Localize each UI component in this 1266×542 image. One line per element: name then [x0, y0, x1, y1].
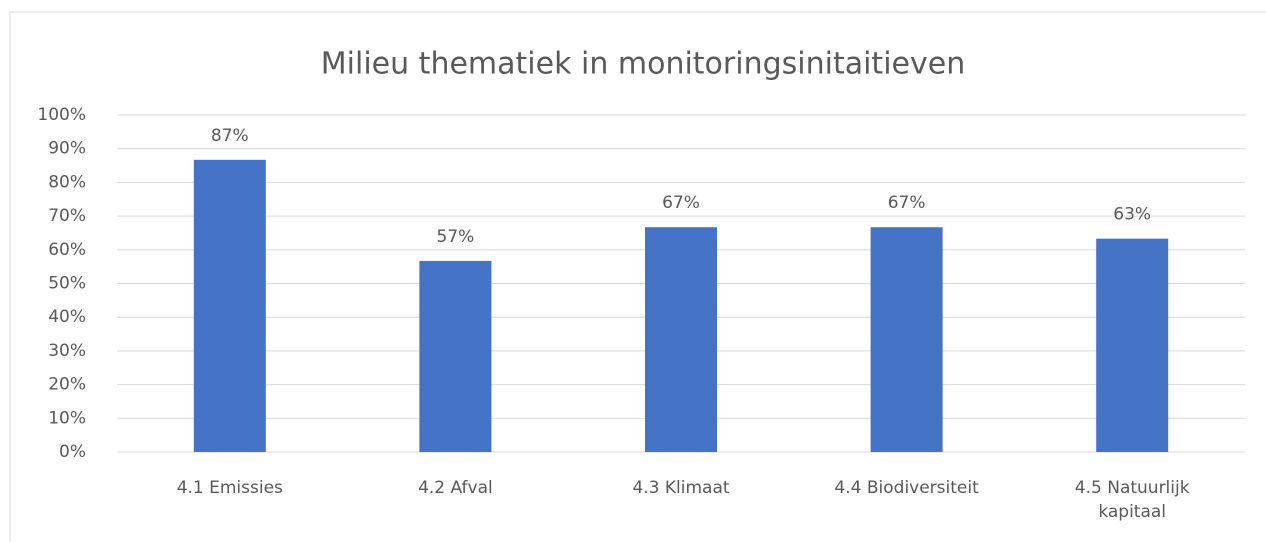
y-tick-label: 20% — [48, 375, 86, 395]
chart-frame — [9, 11, 1266, 542]
data-label: 87% — [211, 126, 249, 146]
y-tick-label: 50% — [48, 274, 86, 294]
y-tick-label: 0% — [59, 442, 86, 462]
x-tick-label: 4.5 Natuurlijk kapitaal — [1074, 478, 1190, 522]
chart-title: Milieu thematiek in monitoringsinitaitie… — [321, 47, 965, 82]
y-tick-label: 30% — [48, 341, 86, 361]
y-tick-label: 10% — [48, 408, 86, 428]
x-tick-label: 4.3 Klimaat — [632, 478, 730, 498]
bar — [645, 227, 717, 452]
x-tick-label: 4.2 Afval — [418, 478, 493, 498]
y-tick-label: 90% — [48, 139, 86, 159]
bar — [870, 227, 943, 452]
data-label: 67% — [662, 193, 700, 213]
y-tick-label: 100% — [37, 105, 86, 125]
bar — [193, 159, 266, 453]
bar — [419, 260, 492, 452]
data-label: 57% — [437, 227, 475, 247]
bar — [1096, 238, 1169, 452]
y-tick-label: 80% — [48, 172, 86, 192]
y-tick-label: 60% — [48, 240, 86, 260]
x-tick-label: 4.4 Biodiversiteit — [834, 478, 979, 498]
y-tick-label: 70% — [48, 206, 86, 226]
y-tick-label: 40% — [48, 307, 86, 327]
data-label: 67% — [888, 193, 926, 213]
x-tick-label: 4.1 Emissies — [176, 478, 283, 498]
data-label: 63% — [1113, 205, 1151, 225]
